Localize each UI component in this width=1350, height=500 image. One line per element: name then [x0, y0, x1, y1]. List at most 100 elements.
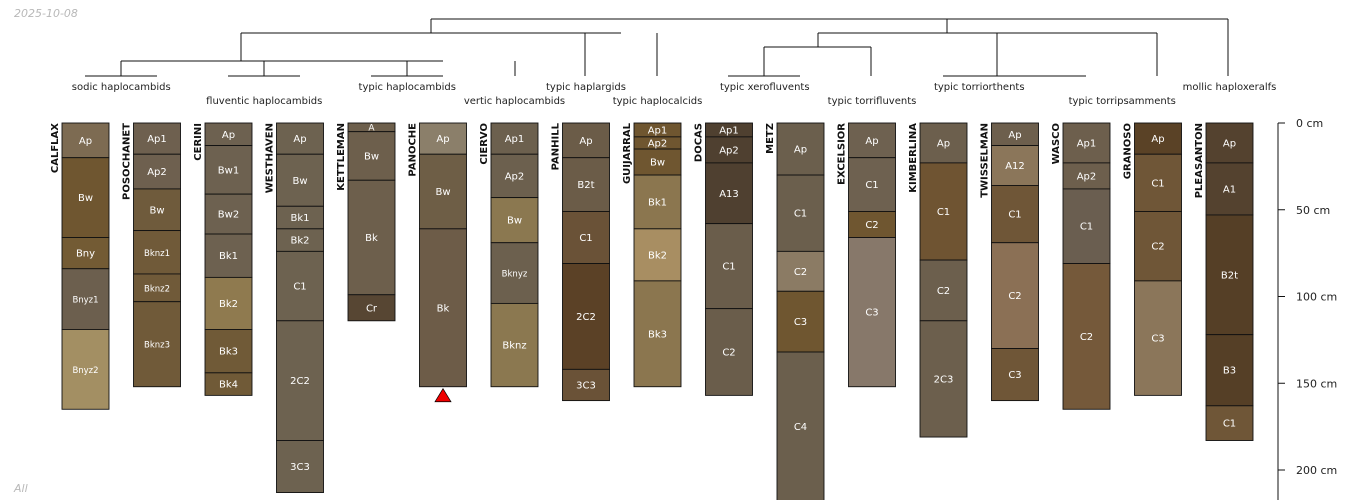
horizon-label: Bknz1 [144, 249, 170, 259]
horizon-cerini-1 [204, 145, 253, 195]
horizon-calflax-3 [61, 268, 110, 330]
profile-name: CIERVO [479, 123, 490, 165]
profile-guijarral: Ap1 Ap2 Bw Bk1 Bk2 Bk3 GUIJARRAL [622, 122, 682, 388]
horizon-label: C2 [1151, 242, 1164, 253]
taxon-label: sodic haplocambids [72, 82, 171, 93]
horizon-panhill-0 [562, 122, 610, 159]
taxon-label: typic torripsamments [1069, 96, 1176, 107]
horizon-panoche-2 [419, 228, 467, 388]
profile-panoche: Ap Bw Bk PANOCHE [408, 122, 467, 403]
horizon-label: A [368, 123, 375, 133]
horizon-calflax-4 [61, 329, 110, 410]
taxon-label: typic torriorthents [934, 82, 1025, 93]
horizon-panhill-3 [562, 263, 610, 370]
horizon-ciervo-0 [490, 122, 539, 155]
horizon-label: Bnyz2 [72, 366, 98, 376]
horizon-label: 3C3 [576, 380, 596, 391]
horizon-label: C4 [794, 422, 807, 433]
profile-westhaven: Ap Bw Bk1 Bk2 C1 2C2 3C3 WESTHAVEN [265, 122, 324, 494]
horizon-calflax-0 [61, 122, 110, 159]
horizon-kimberlina-0 [919, 122, 968, 164]
horizon-westhaven-6 [276, 440, 324, 494]
horizon-label: Ap2 [505, 171, 525, 182]
horizon-excelsior-1 [848, 157, 896, 212]
horizon-label: Ap [865, 136, 878, 147]
taxon-label: typic xerofluvents [720, 82, 810, 93]
profile-name: KIMBERLINA [908, 123, 919, 193]
horizon-label: Bknz3 [144, 341, 170, 351]
horizon-excelsior-3 [848, 237, 896, 388]
horizon-label: Bknyz [502, 270, 528, 280]
horizon-label: Bw2 [218, 210, 239, 221]
horizon-label: Bk2 [290, 236, 309, 247]
horizon-pleasanton-2 [1205, 214, 1254, 336]
horizon-label: Ap [222, 130, 235, 141]
horizon-ciervo-1 [490, 153, 539, 199]
profile-name: CALFLAX [50, 123, 61, 173]
horizon-label: Bk2 [648, 250, 667, 261]
horizon-label: 2C2 [576, 312, 596, 323]
horizon-panhill-4 [562, 368, 610, 402]
horizon-label: Ap [1151, 134, 1164, 145]
profile-excelsior: Ap C1 C2 C3 EXCELSIOR [837, 122, 896, 388]
horizon-label: Ap [79, 136, 92, 147]
horizon-kimberlina-3 [919, 320, 968, 438]
horizon-label: C2 [722, 348, 735, 359]
horizon-label: C2 [1008, 291, 1021, 302]
horizon-calflax-1 [61, 157, 110, 238]
horizon-label: Ap [293, 134, 306, 145]
horizon-label: Ap [1223, 138, 1236, 149]
profile-panhill: Ap B2t C1 2C2 3C3 PANHILL [551, 122, 610, 402]
horizon-docas-1 [705, 136, 753, 164]
horizon-excelsior-0 [848, 122, 896, 159]
horizon-pleasanton-1 [1205, 162, 1254, 216]
horizon-metz-4 [776, 351, 825, 500]
horizon-label: C3 [1008, 370, 1021, 381]
profile-name: GUIJARRAL [622, 122, 633, 184]
profile-kettleman: A Bw Bk Cr KETTLEMAN [336, 122, 396, 322]
horizon-docas-4 [705, 308, 753, 396]
horizon-wasco-0 [1062, 122, 1111, 164]
horizon-label: Ap [794, 145, 807, 156]
horizon-guijarral-4 [633, 228, 682, 282]
horizon-label: Bny [76, 249, 95, 260]
horizon-westhaven-1 [276, 153, 324, 207]
profile-twisselman: Ap A12 C1 C2 C3 TWISSELMAN [980, 122, 1039, 402]
horizon-kettleman-3 [347, 294, 396, 322]
profile-posochanet: Ap1 Ap2 Bw Bknz1 Bknz2 Bknz3 POSOCHANET [122, 122, 181, 388]
horizon-label: C1 [1151, 178, 1164, 189]
horizon-guijarral-5 [633, 280, 682, 388]
horizon-calflax-2 [61, 237, 110, 270]
horizon-twisselman-4 [991, 348, 1039, 402]
profile-granoso: Ap C1 C2 C3 GRANOSO [1123, 122, 1182, 396]
horizon-label: Bk4 [219, 380, 238, 391]
taxon-labels: sodic haplocambids fluventic haplocambids… [72, 82, 1277, 107]
profile-name: WASCO [1051, 123, 1062, 164]
horizon-label: C2 [794, 267, 807, 278]
marker-triangle [434, 388, 452, 403]
horizon-kimberlina-1 [919, 162, 968, 261]
horizon-wasco-3 [1062, 263, 1111, 410]
horizon-label: Ap [436, 134, 449, 145]
horizon-panhill-2 [562, 211, 610, 264]
horizon-label: Bknz [502, 341, 526, 352]
profile-name: EXCELSIOR [837, 123, 848, 185]
horizon-label: Bk2 [219, 299, 238, 310]
horizon-metz-1 [776, 174, 825, 252]
taxon-label: mollic haploxeralfs [1183, 82, 1277, 93]
taxon-label: vertic haplocambids [464, 96, 565, 107]
horizon-granoso-1 [1134, 153, 1182, 212]
horizon-granoso-3 [1134, 280, 1182, 396]
horizon-posochanet-3 [133, 230, 181, 275]
horizon-label: B3 [1223, 366, 1236, 377]
horizon-label: A13 [719, 189, 739, 200]
profile-name: CERINI [193, 123, 204, 161]
depth-tick-label: 150 cm [1296, 377, 1337, 390]
profile-ciervo: Ap1 Ap2 Bw Bknyz Bknz CIERVO [479, 122, 539, 388]
horizon-guijarral-3 [633, 174, 682, 230]
horizon-label: Ap2 [1077, 171, 1097, 182]
depth-tick-label: 100 cm [1296, 291, 1337, 304]
horizon-label: Bw [292, 176, 307, 187]
horizon-twisselman-2 [991, 185, 1039, 244]
profile-metz: Ap C1 C2 C3 C4 METZ [765, 122, 825, 500]
